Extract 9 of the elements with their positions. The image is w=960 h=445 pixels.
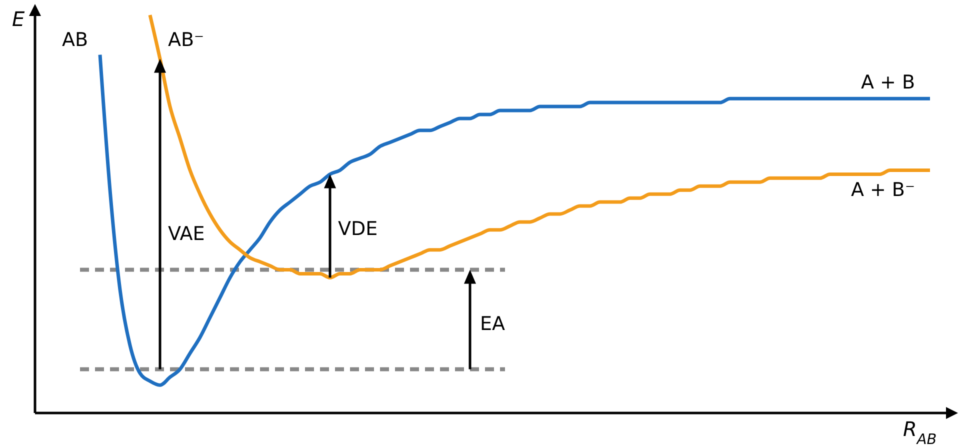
annotation: A + B⁻ [850, 179, 915, 202]
annotation: A + B [860, 72, 915, 94]
annotation: EA [480, 313, 506, 335]
series-label: AB⁻ [168, 29, 204, 51]
x-axis-title: R$_{AB}$ [903, 417, 937, 445]
series-label: AB [62, 29, 88, 51]
annotation: VDE [338, 218, 378, 240]
y-axis-title: E [12, 7, 25, 31]
annotation: VAE [168, 223, 205, 245]
